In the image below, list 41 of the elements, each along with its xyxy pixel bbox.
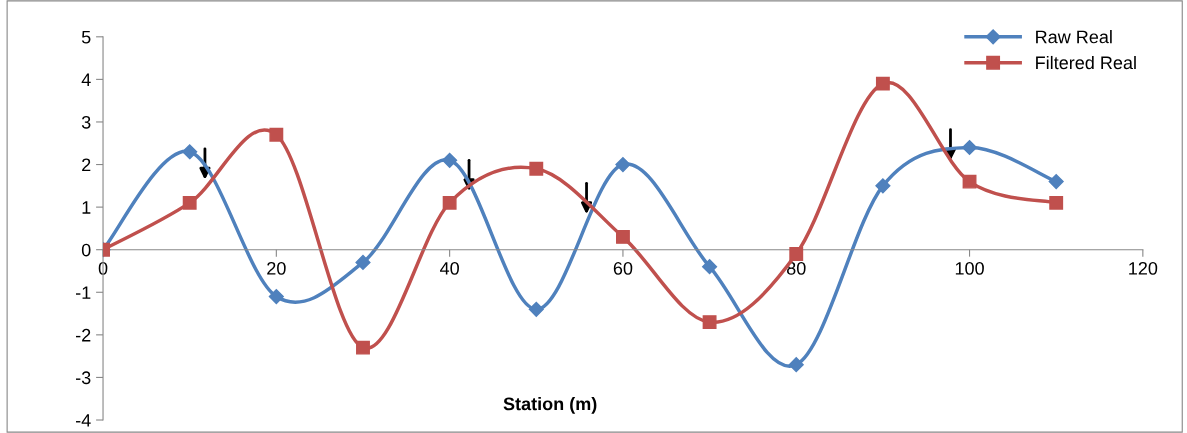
point: [788, 357, 804, 373]
x-tick-label: 60: [613, 261, 633, 275]
point: [875, 178, 891, 194]
point: [182, 195, 197, 210]
point: [702, 315, 717, 330]
point: [615, 229, 630, 244]
point: [355, 254, 371, 271]
x-tick-label: 40: [440, 261, 459, 275]
point: [962, 174, 977, 189]
point: [268, 288, 284, 305]
x-tick-label: 120: [1129, 261, 1158, 275]
x-tick-label: 0: [98, 261, 108, 275]
y-tick-label: -2: [75, 328, 91, 342]
y-tick-label: 3: [81, 115, 91, 129]
point: [528, 301, 544, 317]
point: [269, 127, 284, 142]
y-tick-label: -1: [75, 286, 91, 299]
y-tick-label: 5: [81, 30, 91, 44]
y-tick-label: 1: [82, 201, 91, 214]
point: [875, 76, 890, 91]
point: [442, 195, 457, 210]
point: [356, 340, 370, 355]
point: [789, 247, 804, 261]
legend-label: Filtered Real: [1036, 55, 1136, 70]
y-tick-label: 2: [82, 158, 91, 172]
legend-label: Raw Real: [1036, 30, 1112, 44]
point: [1048, 174, 1064, 190]
point: [961, 139, 978, 156]
point: [1049, 195, 1064, 210]
point: [702, 259, 718, 275]
point: [529, 161, 544, 176]
x-tick-label: 100: [955, 261, 984, 275]
point: [615, 156, 631, 173]
y-tick-label: -3: [75, 371, 91, 385]
y-tick-label: 0: [81, 243, 91, 257]
point: [442, 152, 458, 168]
x-axis-title: Station (m): [503, 397, 597, 414]
point: [182, 144, 198, 160]
y-tick-label: -4: [75, 414, 91, 427]
y-tick-label: 4: [81, 73, 91, 86]
x-tick-label: 20: [267, 261, 286, 275]
